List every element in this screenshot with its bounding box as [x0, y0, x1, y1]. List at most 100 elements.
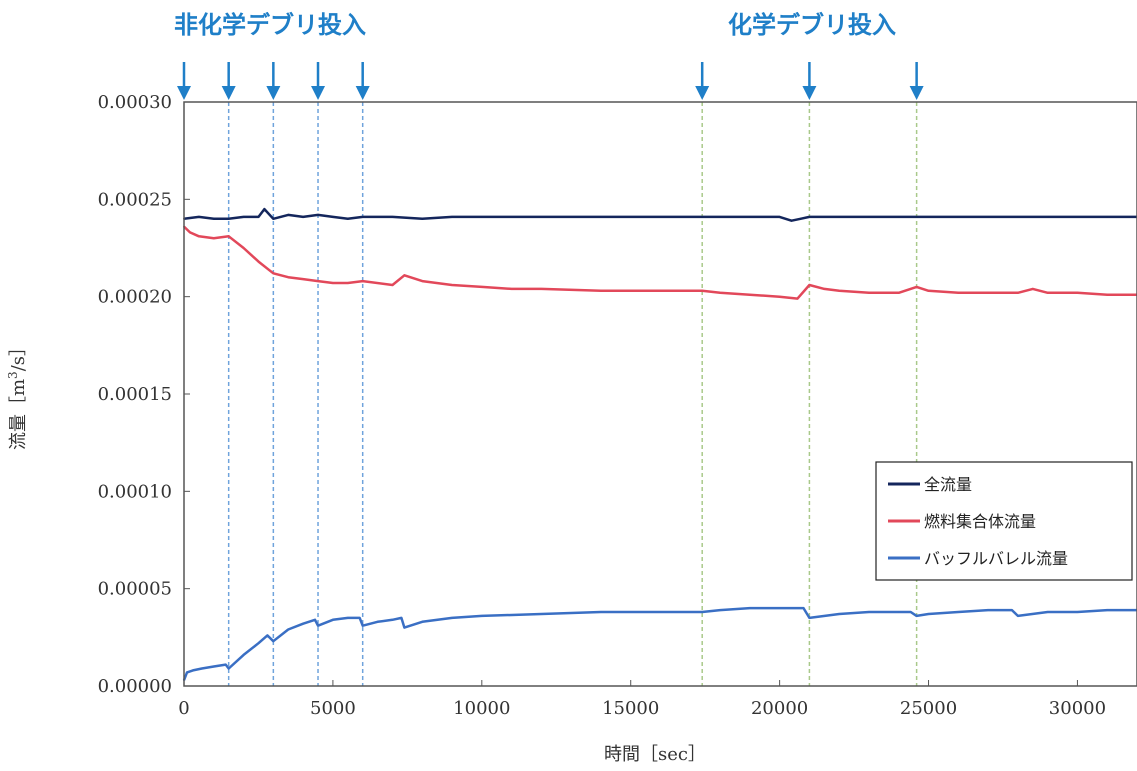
data-point [272, 640, 275, 643]
fuel-assembly-flow-line [183, 225, 1137, 300]
data-point [868, 216, 870, 218]
y-axis-title-unit-sup: 3 [6, 371, 20, 379]
data-point [317, 624, 319, 627]
data-point [391, 284, 394, 286]
data-point [421, 280, 424, 282]
data-point [287, 214, 290, 216]
data-point [263, 208, 266, 211]
data-point [192, 669, 194, 672]
data-point [287, 628, 290, 631]
data-point [212, 665, 215, 668]
y-axis-title-main: 流量 [8, 414, 29, 450]
data-point [400, 617, 403, 619]
data-point [317, 214, 319, 216]
data-point [838, 216, 841, 218]
data-point [302, 216, 304, 218]
debris-arrow-head [311, 86, 326, 100]
data-point [897, 291, 900, 294]
y-axis-title-unit-pre: ［m [8, 379, 29, 414]
annotation-chemical-debris: 化学デブリ投入 [728, 11, 896, 39]
data-point [701, 611, 704, 613]
data-point [302, 278, 304, 280]
data-point [838, 289, 841, 292]
data-point [1017, 216, 1019, 218]
data-point [1046, 291, 1049, 294]
data-point [540, 216, 543, 218]
data-point [480, 216, 483, 218]
data-point [808, 284, 811, 286]
data-point [257, 216, 260, 218]
data-point [242, 247, 245, 249]
data-point [748, 216, 751, 218]
y-axis-title-unit-post: /s］ [8, 338, 29, 371]
data-point [317, 280, 319, 282]
data-point [257, 642, 260, 645]
debris-arrow-head [695, 86, 710, 100]
data-point [719, 609, 721, 611]
data-point [242, 654, 245, 656]
data-point [987, 291, 989, 294]
data-point [808, 617, 811, 619]
data-point [659, 611, 662, 613]
data-point [451, 617, 453, 619]
data-point [266, 634, 269, 637]
data-point [1076, 216, 1079, 218]
data-point [376, 620, 379, 623]
x-axis-ticks: 0 5000 10000 15000 20000 25000 30000 [178, 680, 1106, 719]
data-point [1076, 291, 1079, 294]
data-point [909, 611, 912, 613]
data-point [361, 216, 364, 218]
data-point [823, 288, 826, 290]
data-point [403, 626, 406, 629]
data-point [361, 280, 364, 282]
data-point [719, 216, 721, 218]
data-point [1106, 293, 1109, 296]
data-point [1017, 291, 1019, 294]
data-point [302, 622, 304, 625]
x-tick-label: 10000 [453, 698, 510, 719]
data-point [915, 615, 918, 617]
x-axis-title: 時間［sec］ [604, 744, 706, 765]
data-point [1011, 609, 1013, 611]
data-point [778, 607, 781, 609]
x-tick-label: 5000 [310, 698, 356, 719]
data-point [391, 618, 394, 621]
data-point [242, 216, 245, 218]
data-point [957, 611, 960, 613]
annotation-non-chemical-debris: 非化学デブリ投入 [174, 11, 366, 39]
data-point [451, 284, 453, 286]
data-point [361, 624, 364, 627]
data-point [346, 217, 349, 220]
data-point [480, 615, 483, 617]
data-point [778, 216, 781, 218]
data-point [748, 293, 751, 296]
data-point [897, 216, 900, 218]
x-tick-label: 15000 [602, 698, 659, 719]
data-point [314, 618, 316, 621]
data-point [346, 282, 349, 284]
y-axis-ticks: 0.00000 0.00005 0.00010 0.00015 0.00020 0.000… [98, 92, 190, 697]
y-tick-label: 0.00020 [98, 287, 172, 308]
data-point [790, 219, 793, 222]
data-point [272, 217, 275, 220]
data-point [1046, 611, 1049, 613]
data-point [201, 667, 203, 670]
data-point [659, 216, 662, 218]
series-layer [182, 207, 1137, 682]
data-point [915, 216, 918, 218]
data-point [332, 282, 334, 284]
data-point [987, 216, 989, 218]
data-point [332, 618, 334, 621]
annotation-arrows [177, 62, 924, 100]
annotation-lines [227, 102, 918, 686]
data-point [796, 297, 799, 300]
data-point [227, 667, 230, 670]
y-tick-label: 0.00005 [98, 579, 172, 600]
data-point [778, 295, 781, 298]
y-tick-label: 0.00000 [98, 676, 172, 697]
debris-arrow-head [909, 86, 924, 100]
data-point [802, 607, 805, 609]
x-tick-label: 25000 [900, 698, 957, 719]
data-point [719, 291, 721, 294]
